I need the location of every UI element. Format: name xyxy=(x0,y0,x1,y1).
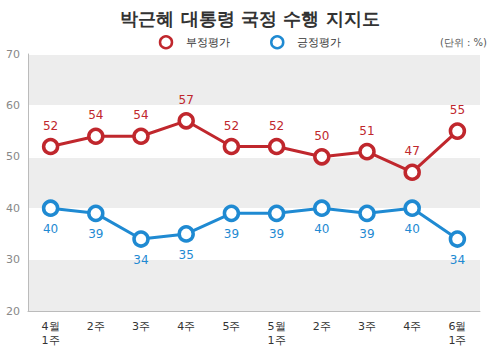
svg-text:1주: 1주 xyxy=(448,334,466,347)
svg-text:57: 57 xyxy=(179,93,194,107)
svg-text:4주: 4주 xyxy=(403,320,421,333)
svg-text:70: 70 xyxy=(6,48,20,61)
svg-text:4월: 4월 xyxy=(42,320,60,333)
svg-text:39: 39 xyxy=(88,227,103,241)
svg-text:51: 51 xyxy=(359,124,374,138)
svg-text:2주: 2주 xyxy=(313,320,331,333)
svg-text:1주: 1주 xyxy=(42,334,60,347)
svg-text:6월: 6월 xyxy=(448,320,466,333)
svg-text:40: 40 xyxy=(6,202,20,215)
svg-text:박근혜 대통령 국정 수행 지지도: 박근혜 대통령 국정 수행 지지도 xyxy=(120,8,379,29)
svg-text:39: 39 xyxy=(269,227,284,241)
svg-text:52: 52 xyxy=(269,119,284,133)
svg-text:55: 55 xyxy=(450,103,465,117)
svg-text:52: 52 xyxy=(43,119,58,133)
svg-text:47: 47 xyxy=(405,144,420,158)
svg-text:1주: 1주 xyxy=(268,334,286,347)
svg-text:30: 30 xyxy=(6,253,20,266)
svg-text:52: 52 xyxy=(224,119,239,133)
svg-text:34: 34 xyxy=(450,253,465,267)
svg-text:54: 54 xyxy=(133,108,148,122)
svg-text:2주: 2주 xyxy=(87,320,105,333)
svg-text:5월: 5월 xyxy=(268,320,286,333)
svg-text:35: 35 xyxy=(179,248,194,262)
svg-text:4주: 4주 xyxy=(177,320,195,333)
svg-text:5주: 5주 xyxy=(222,320,240,333)
svg-text:50: 50 xyxy=(314,129,329,143)
svg-text:40: 40 xyxy=(405,222,420,236)
svg-text:부정평가: 부정평가 xyxy=(186,36,230,49)
svg-text:40: 40 xyxy=(314,222,329,236)
svg-text:50: 50 xyxy=(6,150,20,163)
svg-text:54: 54 xyxy=(88,108,103,122)
svg-text:34: 34 xyxy=(133,253,148,267)
svg-text:40: 40 xyxy=(43,222,58,236)
svg-text:20: 20 xyxy=(6,305,20,318)
svg-text:긍정평가: 긍정평가 xyxy=(297,36,341,49)
svg-text:3주: 3주 xyxy=(358,320,376,333)
svg-text:39: 39 xyxy=(359,227,374,241)
svg-text:3주: 3주 xyxy=(132,320,150,333)
svg-text:60: 60 xyxy=(6,99,20,112)
svg-text:39: 39 xyxy=(224,227,239,241)
svg-text:(단위 : %): (단위 : %) xyxy=(440,37,487,48)
